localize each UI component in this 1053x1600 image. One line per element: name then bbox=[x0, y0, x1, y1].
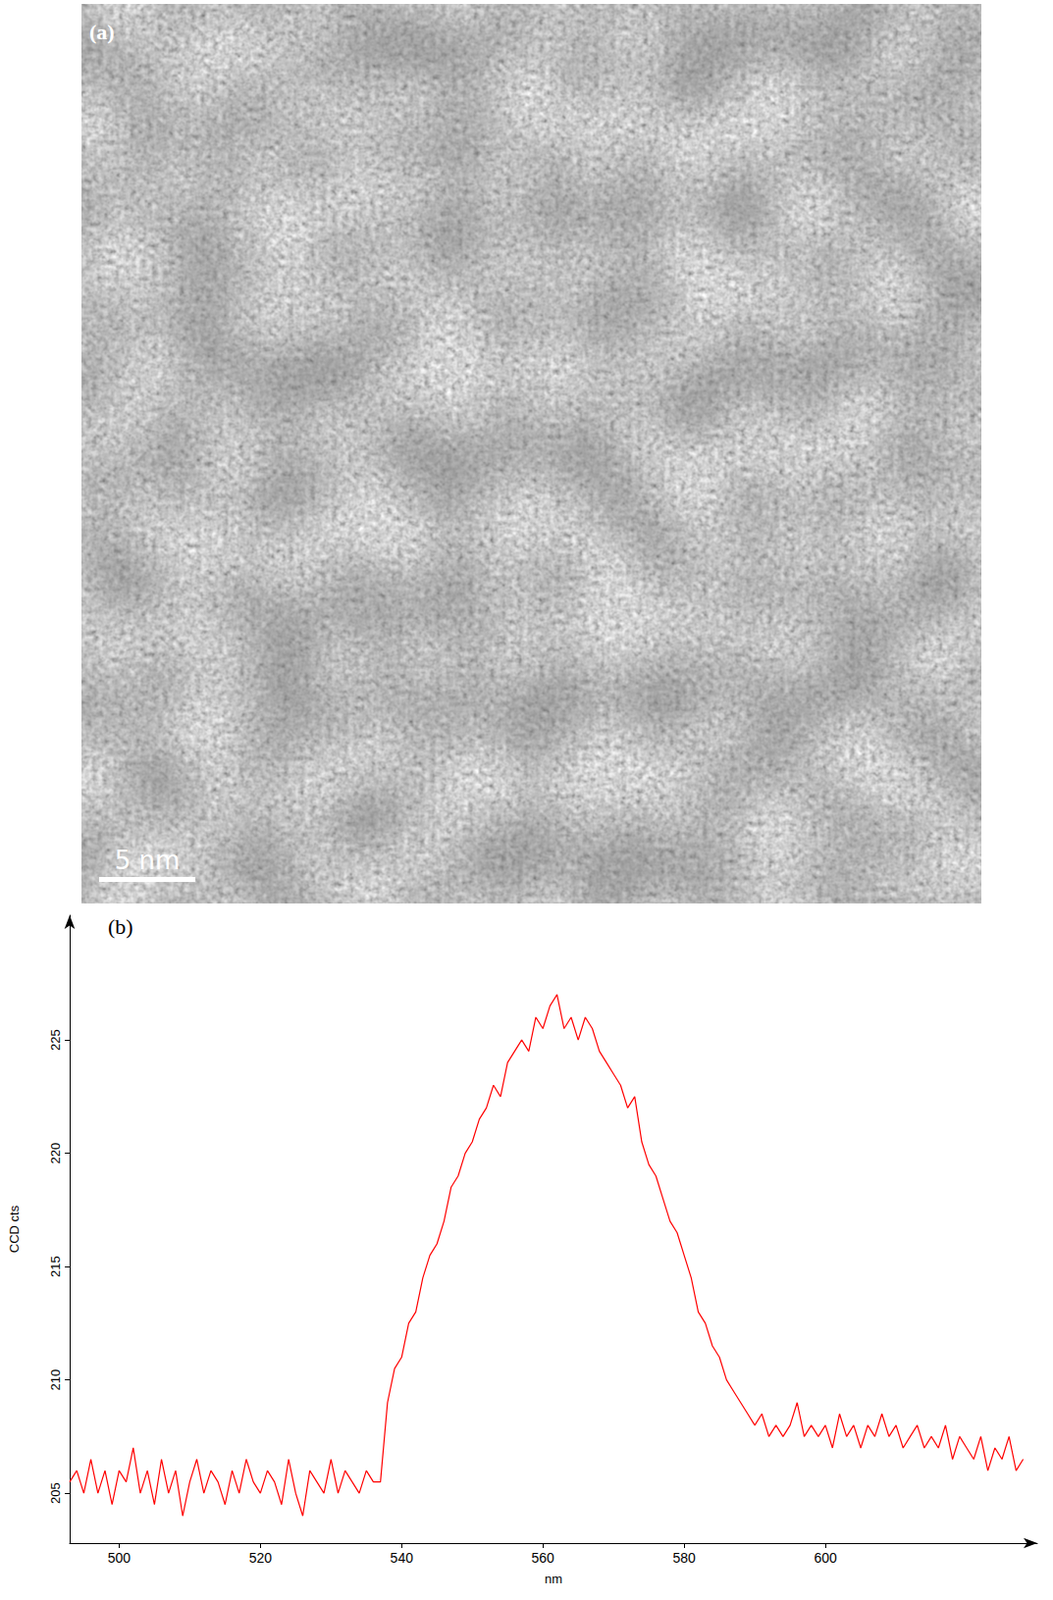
svg-text:(b): (b) bbox=[107, 914, 134, 940]
svg-text:540: 540 bbox=[390, 1550, 415, 1567]
svg-text:CCD cts: CCD cts bbox=[6, 1205, 22, 1254]
svg-text:210: 210 bbox=[48, 1369, 63, 1392]
svg-text:600: 600 bbox=[813, 1550, 838, 1567]
svg-text:205: 205 bbox=[48, 1482, 63, 1505]
svg-text:215: 215 bbox=[48, 1256, 63, 1278]
svg-text:5 nm: 5 nm bbox=[114, 845, 181, 876]
svg-text:520: 520 bbox=[249, 1550, 273, 1567]
svg-text:(a): (a) bbox=[89, 19, 115, 45]
svg-text:nm: nm bbox=[544, 1572, 563, 1587]
svg-text:225: 225 bbox=[48, 1029, 63, 1052]
svg-text:220: 220 bbox=[48, 1143, 63, 1165]
svg-text:580: 580 bbox=[672, 1550, 696, 1567]
svg-text:560: 560 bbox=[531, 1550, 556, 1567]
svg-text:500: 500 bbox=[107, 1550, 132, 1567]
